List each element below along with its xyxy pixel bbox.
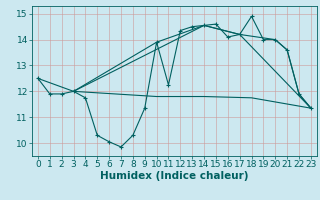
X-axis label: Humidex (Indice chaleur): Humidex (Indice chaleur) — [100, 171, 249, 181]
